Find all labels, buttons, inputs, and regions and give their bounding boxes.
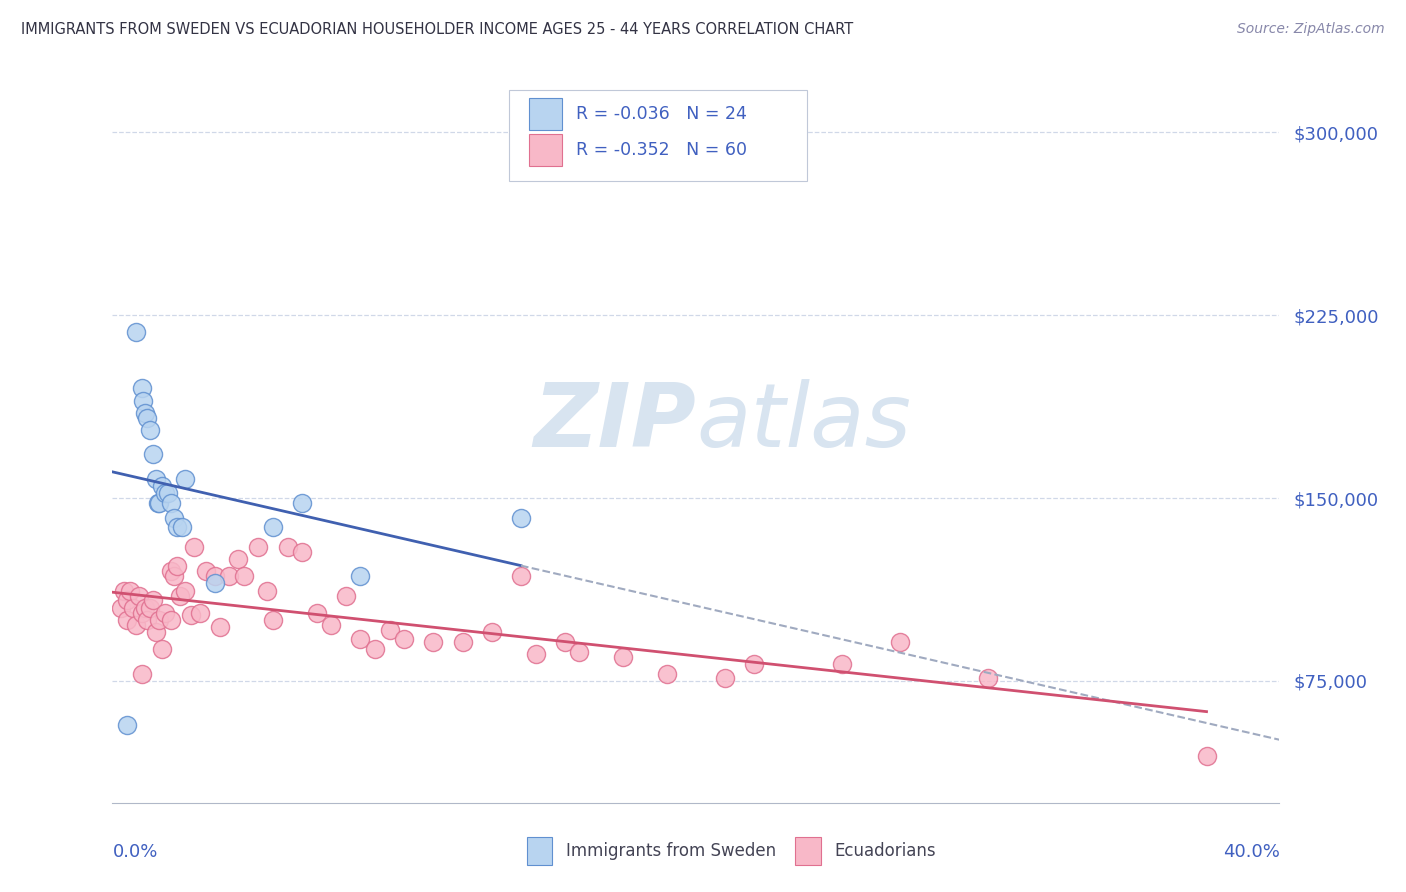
Point [1195,749,1218,764]
Text: R = -0.352   N = 60: R = -0.352 N = 60 [576,141,747,160]
Point [509,569,531,583]
Point [148,613,170,627]
Text: Immigrants from Sweden: Immigrants from Sweden [567,842,776,860]
Point [183,540,205,554]
Point [976,672,998,686]
Point [160,613,183,627]
Point [132,393,155,408]
Text: 0.0%: 0.0% [112,843,157,861]
Point [118,583,141,598]
Point [174,583,197,598]
Point [142,447,165,461]
Point [160,496,183,510]
Point [142,593,165,607]
Point [188,606,211,620]
Point [150,642,173,657]
Point [394,632,416,647]
Point [115,613,138,627]
Point [128,589,150,603]
Point [125,325,148,339]
Point [131,666,153,681]
Point [256,583,278,598]
Point [364,642,387,657]
Point [232,569,254,583]
Point [612,649,634,664]
Point [169,589,191,603]
Point [218,569,240,583]
Point [291,496,314,510]
Point [139,423,162,437]
Point [136,410,159,425]
Point [194,564,217,578]
Point [131,606,153,620]
Point [110,600,132,615]
Point [145,471,167,485]
Point [262,520,284,534]
Point [349,632,371,647]
Point [134,600,156,615]
FancyBboxPatch shape [509,90,807,181]
Point [156,486,179,500]
Point [166,520,188,534]
Point [160,564,183,578]
Point [204,569,226,583]
Point [136,613,159,627]
Point [115,718,138,732]
Point [349,569,371,583]
Point [163,569,186,583]
Point [335,589,357,603]
Point [153,486,176,500]
Point [509,510,531,524]
Point [524,647,547,661]
Point [744,657,766,671]
Point [714,672,737,686]
Point [125,617,148,632]
Point [554,635,576,649]
Point [153,606,176,620]
Point [378,623,401,637]
Point [122,600,145,615]
Text: Source: ZipAtlas.com: Source: ZipAtlas.com [1237,22,1385,37]
Point [481,625,503,640]
Point [166,559,188,574]
Point [831,657,853,671]
Point [131,381,153,395]
Point [262,613,284,627]
Text: R = -0.036   N = 24: R = -0.036 N = 24 [576,104,747,123]
Point [163,510,186,524]
Point [112,583,135,598]
Point [277,540,299,554]
Point [226,552,249,566]
Point [655,666,678,681]
Point [115,593,138,607]
Point [321,617,343,632]
Point [148,496,170,510]
Point [209,620,232,634]
Text: ZIP: ZIP [533,379,696,466]
Bar [527,838,553,865]
Point [451,635,474,649]
Point [889,635,911,649]
Point [134,406,156,420]
Bar [529,98,562,130]
Point [291,544,314,558]
Point [180,608,202,623]
Point [150,479,173,493]
Text: IMMIGRANTS FROM SWEDEN VS ECUADORIAN HOUSEHOLDER INCOME AGES 25 - 44 YEARS CORRE: IMMIGRANTS FROM SWEDEN VS ECUADORIAN HOU… [21,22,853,37]
Text: 40.0%: 40.0% [1223,843,1279,861]
Point [146,496,169,510]
Point [172,520,194,534]
Point [305,606,328,620]
Bar [796,838,821,865]
Text: atlas: atlas [696,379,911,466]
Point [568,645,591,659]
Text: Ecuadorians: Ecuadorians [835,842,936,860]
Point [139,600,162,615]
Point [174,471,197,485]
Point [204,576,226,591]
Point [247,540,270,554]
Point [145,625,167,640]
Bar [529,135,562,167]
Point [422,635,444,649]
